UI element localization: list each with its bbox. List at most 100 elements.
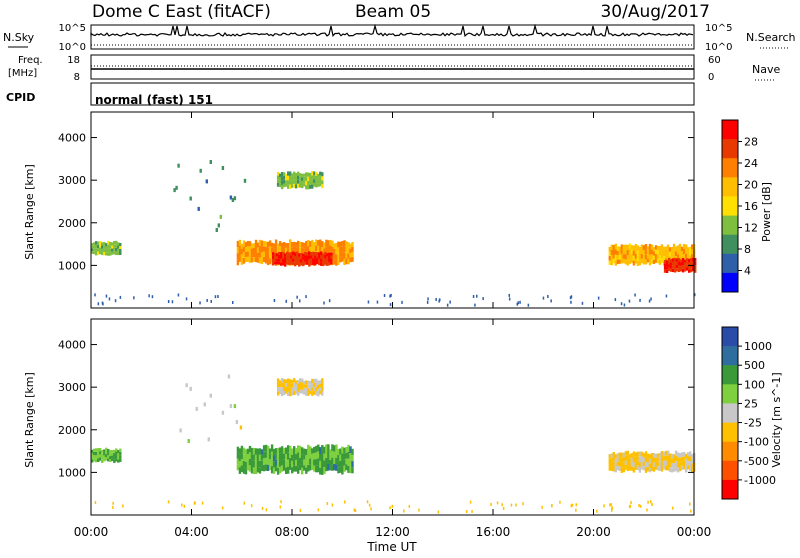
y-tick-label: 2000	[58, 424, 86, 437]
data-cell	[206, 179, 208, 183]
data-cell	[576, 503, 578, 506]
data-cell	[351, 257, 353, 262]
colorbar-swatch	[722, 216, 738, 236]
data-cell	[300, 253, 302, 256]
data-cell	[389, 295, 391, 298]
data-cell	[650, 500, 652, 503]
data-cell	[640, 505, 642, 508]
data-cell	[281, 383, 283, 388]
data-cell	[300, 509, 302, 512]
data-cell	[409, 505, 411, 508]
data-cell	[649, 300, 651, 303]
colorbar-tick-label: 16	[744, 200, 758, 213]
data-cell	[280, 262, 282, 265]
data-cell	[624, 304, 626, 307]
colorbar-tick-label: -1000	[744, 474, 776, 487]
data-cell	[234, 196, 236, 200]
data-cell	[222, 506, 224, 509]
data-cell	[389, 506, 391, 509]
data-cell	[241, 459, 243, 466]
data-cell	[321, 453, 323, 461]
x-tick-label: 12:00	[375, 525, 410, 539]
colorbar-swatch	[722, 254, 738, 274]
data-cell	[175, 186, 177, 190]
data-cell	[206, 299, 208, 302]
colorbar-swatch	[722, 139, 738, 159]
data-cell	[497, 501, 499, 504]
y-tick-label: 1000	[58, 466, 86, 479]
data-cell	[101, 246, 103, 249]
nsky-right-tick-top: 10^5	[705, 23, 732, 34]
data-cell	[148, 294, 150, 297]
data-cell	[281, 181, 283, 185]
data-cell	[281, 446, 283, 452]
data-cell	[230, 404, 232, 408]
power-scatter-cells	[91, 160, 696, 307]
data-cell	[301, 174, 303, 178]
data-cell	[321, 467, 323, 475]
data-cell	[666, 295, 668, 298]
data-cell	[368, 301, 370, 304]
data-cell	[663, 247, 665, 252]
data-cell	[611, 507, 613, 510]
data-cell	[281, 392, 283, 397]
data-cell	[101, 450, 103, 453]
data-cell	[119, 455, 121, 458]
data-cell	[301, 454, 303, 461]
freq-strip: Freq. [MHz] 18 8 60 0 Nave	[8, 55, 780, 83]
data-cell	[168, 500, 170, 503]
data-cell	[341, 468, 343, 475]
data-cell	[301, 185, 303, 189]
data-cell	[572, 504, 574, 507]
colorbar-swatch	[722, 346, 738, 366]
data-cell	[321, 180, 323, 184]
data-cell	[643, 260, 645, 265]
data-cell	[341, 246, 343, 251]
data-cell	[438, 511, 440, 514]
colorbar-swatch	[722, 120, 738, 140]
data-cell	[281, 185, 283, 189]
data-cell	[689, 503, 691, 506]
data-cell	[543, 297, 545, 300]
data-cell	[683, 465, 685, 469]
colorbar-swatch	[722, 177, 738, 197]
plot-title: Dome C East (fitACF)	[92, 2, 271, 22]
data-cell	[244, 179, 246, 183]
colorbar-swatch	[722, 273, 738, 293]
data-cell	[240, 426, 242, 430]
data-cell	[202, 502, 204, 505]
data-cell	[261, 252, 263, 258]
data-cell	[418, 509, 420, 512]
data-cell	[672, 507, 674, 510]
velocity-scatter-cells	[91, 375, 695, 514]
data-cell	[643, 458, 645, 462]
data-cell	[321, 378, 323, 382]
colorbar-swatch	[722, 384, 738, 404]
data-cell	[427, 301, 429, 304]
data-cell	[321, 176, 323, 180]
data-cell	[101, 242, 103, 245]
y-tick-label: 1000	[58, 259, 86, 272]
colorbar-swatch	[722, 196, 738, 216]
data-cell	[115, 299, 117, 302]
data-cell	[401, 301, 403, 304]
power-panel: Slant Range [km] 4000300020001000 282420…	[23, 112, 773, 308]
nsky-left-tick-top: 10^5	[59, 23, 86, 34]
data-cell	[403, 510, 405, 513]
data-cell	[301, 247, 303, 252]
data-cell	[329, 299, 331, 302]
data-cell	[241, 260, 243, 265]
data-cell	[322, 257, 324, 260]
data-cell	[196, 407, 198, 411]
nsearch-label: N.Search	[746, 31, 796, 44]
data-cell	[609, 504, 611, 507]
data-cell	[280, 252, 282, 255]
data-cell	[133, 296, 135, 299]
power-yticks: 4000300020001000	[58, 132, 694, 273]
data-cell	[215, 295, 217, 298]
data-cell	[261, 460, 263, 465]
data-cell	[241, 446, 243, 453]
data-cell	[351, 247, 353, 252]
data-cell	[321, 241, 323, 247]
velocity-colorbar-label: Velocity [m s^-1]	[770, 372, 783, 467]
